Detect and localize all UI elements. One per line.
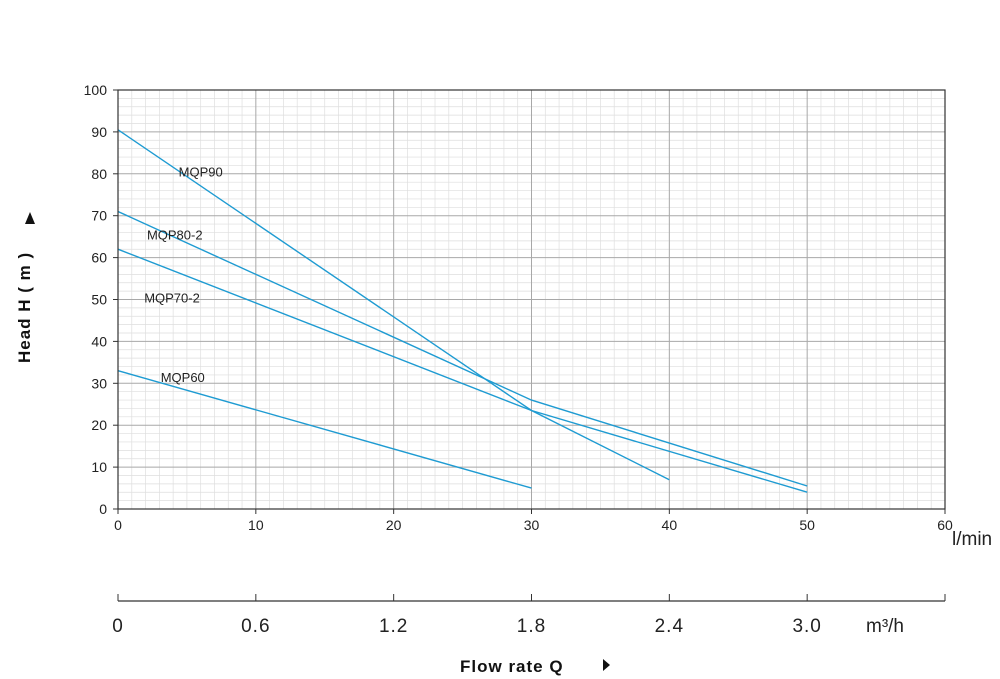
y-tick-label: 30 (91, 375, 107, 391)
x-axis-title: Flow rate Q (460, 657, 610, 676)
series-label-mqp80-2: MQP80-2 (147, 228, 203, 243)
x-tick-label: 20 (386, 517, 402, 533)
y-tick-label: 0 (99, 501, 107, 517)
x2-tick-label: 0 (112, 616, 124, 637)
series-label-mqp60: MQP60 (161, 370, 205, 385)
x2-unit-label: m³/h (866, 616, 904, 637)
x2-tick-label: 1.2 (379, 616, 408, 637)
svg-text:Head H ( m ): Head H ( m ) (15, 252, 34, 363)
x2-tick-label: 0.6 (241, 616, 270, 637)
y-tick-label: 70 (91, 208, 107, 224)
y-tick-label: 60 (91, 250, 107, 266)
y-tick-label: 80 (91, 166, 107, 182)
x-tick-label: 60 (937, 517, 953, 533)
x-unit-label: l/min (952, 529, 992, 550)
series-label-mqp90: MQP90 (179, 165, 223, 180)
y-tick-label: 20 (91, 417, 107, 433)
major-grid (118, 90, 945, 509)
x-axis-ticks: 0 10 20 30 40 50 60 (114, 509, 953, 533)
y-tick-label: 50 (91, 292, 107, 308)
y-tick-label: 100 (84, 82, 108, 98)
right-arrow-icon (603, 659, 610, 671)
x2-tick-label: 1.8 (517, 616, 546, 637)
y-tick-label: 10 (91, 459, 107, 475)
y-tick-label: 90 (91, 124, 107, 140)
y-axis-ticks: 0 10 20 30 40 50 60 70 80 90 100 (84, 82, 118, 517)
y-tick-label: 40 (91, 333, 107, 349)
series-label-mqp70-2: MQP70-2 (144, 290, 200, 305)
x-tick-label: 40 (662, 517, 678, 533)
y-axis-title: Head H ( m ) (15, 212, 35, 363)
x2-tick-label: 2.4 (655, 616, 684, 637)
svg-text:Flow rate Q: Flow rate Q (460, 657, 564, 676)
x-tick-label: 10 (248, 517, 264, 533)
up-arrow-icon (25, 212, 35, 224)
series-line-mqp70-2 (117, 248, 808, 493)
x-tick-label: 50 (799, 517, 815, 533)
series-lines (117, 129, 808, 493)
series-line-mqp80-2 (117, 210, 808, 487)
series-labels: MQP90 MQP80-2 MQP70-2 MQP60 (144, 165, 223, 385)
series-line-mqp60 (117, 370, 532, 489)
x-tick-label: 0 (114, 517, 122, 533)
x-tick-label: 30 (524, 517, 540, 533)
x2-tick-label: 3.0 (792, 616, 821, 637)
secondary-x-axis: 0 0.6 1.2 1.8 2.4 3.0 (112, 594, 946, 637)
